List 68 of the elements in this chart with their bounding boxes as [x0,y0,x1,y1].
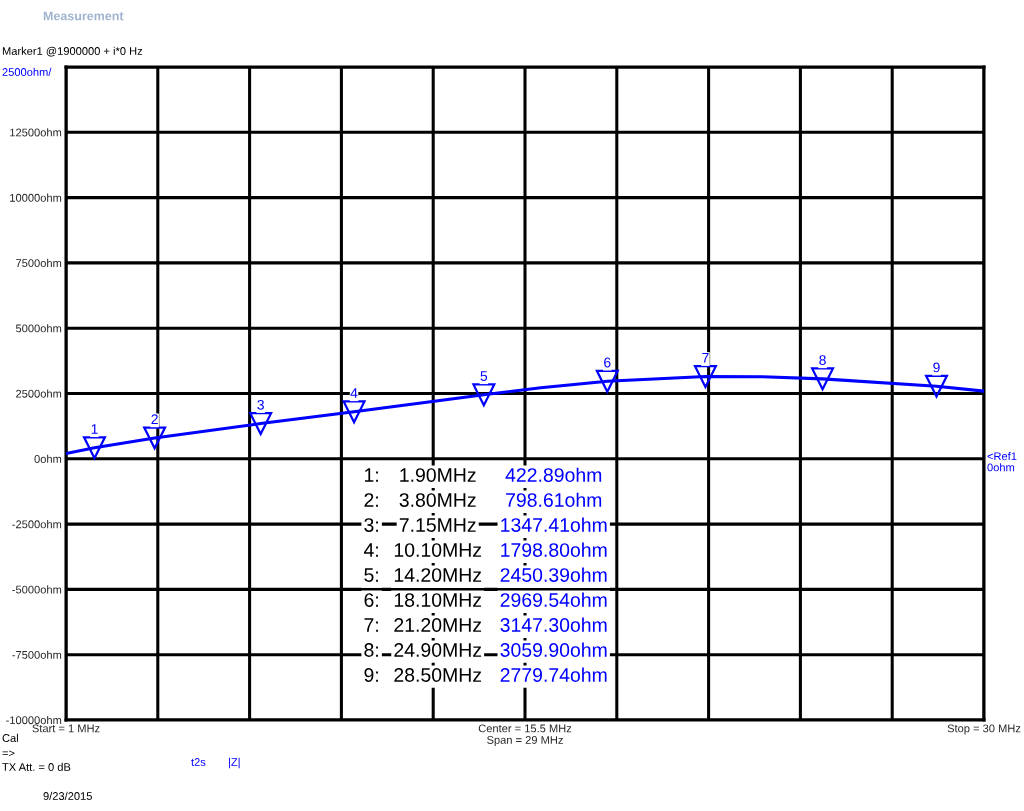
annotation: 8 [819,355,826,366]
point [82,436,107,460]
y-tick-label: 0ohm [34,454,62,463]
x-tick-label: Start = 1 MHz [32,724,100,733]
annotation: 4 [350,388,358,398]
annotation: 2969.54ohm [500,592,607,607]
annotation: 2: [364,493,378,507]
annotation: 14.20MHz [394,568,482,582]
annotation: 9 [933,362,940,373]
annotation: 7 [702,353,709,363]
text: |Z| [228,757,240,769]
point [811,367,835,391]
annotation: 1 [91,424,98,434]
y-tick-label: 10000ohm [10,193,62,202]
annotation: 6: [364,593,378,607]
text: t2s [191,758,206,766]
text: => [2,750,15,757]
text: 2500ohm/ [2,67,52,76]
text: Cal [2,733,18,742]
annotation: 7: [364,618,378,632]
annotation: 6 [604,357,611,368]
y-tick-label: 2500ohm [16,389,62,398]
text: <Ref1 0ohm [987,452,1017,472]
y-tick-label: 7500ohm [16,258,62,268]
annotation: 1347.41ohm [501,517,607,532]
annotation: 3059.90ohm [500,642,607,657]
y-tick-label: -5000ohm [12,585,62,594]
annotation: 2450.39ohm [500,567,607,582]
x-tick-label: Stop = 30 MHz [947,724,1021,735]
annotation: 24.90MHz [394,643,482,657]
annotation: 422.89ohm [505,467,602,482]
y-tick-label: 5000ohm [15,324,62,333]
annotation: 5: [364,568,378,582]
annotation: 1798.80ohm [501,542,607,557]
text: Marker1 @1900000 + i*0 Hz [2,46,143,57]
y-tick-label: 12500ohm [10,128,62,137]
text: 9/23/2015 [43,791,92,800]
point [472,383,496,407]
annotation: 10.10MHz [394,543,482,557]
annotation: 3: [364,518,378,532]
annotation: 1.90MHz [400,468,476,482]
annotation: 9: [364,668,378,682]
annotation: 2779.74ohm [500,667,607,682]
x-tick-label: Center = 15.5 MHz Span = 29 MHz [478,724,572,747]
annotation: 2 [151,414,158,424]
annotation: 798.61ohm [506,492,602,507]
point [249,412,273,436]
annotation: 1: [365,468,378,482]
annotation: 18.10MHz [394,593,482,607]
point [342,400,366,424]
chart-title: Measurement [43,11,124,21]
annotation: 8: [364,643,378,657]
annotation: 28.50MHz [394,668,482,682]
point [924,374,949,398]
annotation: 3147.30ohm [500,617,607,632]
point [143,426,167,450]
y-tick-label: -10000ohm [6,715,62,725]
y-tick-label: -7500ohm [12,650,62,659]
annotation: 7.15MHz [399,518,476,532]
annotation: 21.20MHz [394,618,482,632]
point [693,365,717,389]
text: TX Att. = 0 dB [2,762,71,771]
annotation: 4: [363,543,378,557]
point [595,369,619,393]
annotation: 5 [480,371,488,381]
y-tick-label: -2500ohm [12,520,62,529]
annotation: 3.80MHz [399,493,476,507]
annotation: 3 [257,399,264,410]
